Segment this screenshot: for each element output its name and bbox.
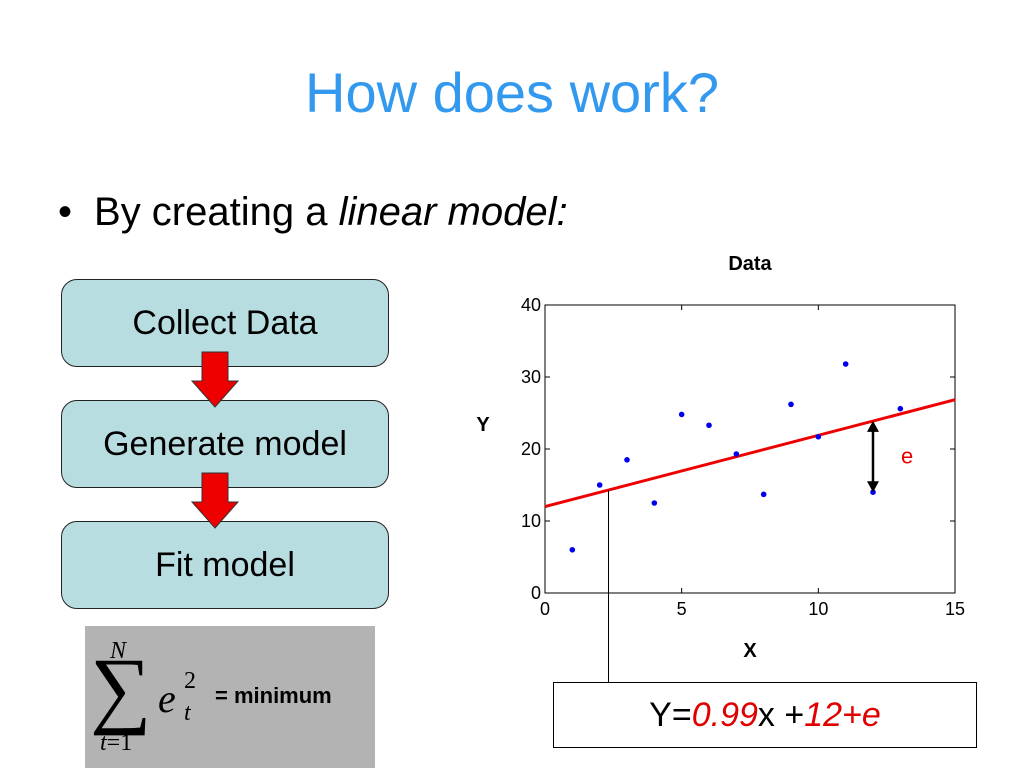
y-tick-label: 20 [521,439,541,459]
residual-arrow-head-down [867,481,879,493]
slide-title: How does work? [305,61,719,124]
chart-title: Data [728,253,772,275]
formula-lower-var: t [100,730,107,756]
y-axis-label: Y [476,414,490,436]
equation-intercept: 12 [804,695,843,734]
x-tick-label: 10 [808,599,828,619]
equation-error: e [861,695,881,734]
scatter-chart: Data X Y 0 5 10 15 0 10 20 30 40 e [476,253,965,662]
sigma-symbol: ∑ [90,640,152,736]
bullet-text: By creating a [94,190,339,234]
equation-x-part: x + [757,695,805,734]
residual-arrow-head-up [867,420,879,432]
data-point [870,489,876,495]
x-tick-label: 0 [540,599,550,619]
data-point [733,451,740,457]
residual-label: e [901,444,913,469]
equation-prefix: Y= [649,695,692,734]
y-tick-label: 30 [521,367,541,387]
x-tick-label: 5 [677,599,687,619]
bullet-dot: • [58,190,73,234]
data-point [897,405,904,412]
data-point [624,457,630,463]
bullet-point: • By creating a linear model: [58,190,568,235]
bullet-italic-text: linear model: [338,190,568,234]
data-point [678,411,685,418]
data-point [760,491,767,498]
flow-step-fit-model: Fit model [61,521,389,609]
equation-plus: + [842,695,862,734]
formula-upper-limit: N [110,638,127,664]
data-point [842,361,849,367]
y-tick-label: 0 [531,583,541,603]
formula-panel [85,626,375,768]
down-arrow-icon [190,472,240,529]
down-arrow-icon [190,351,240,408]
data-point [651,500,658,506]
data-point [706,422,712,429]
data-point [815,433,822,440]
x-tick-label: 15 [945,599,965,619]
data-point [596,482,603,488]
formula-lower-limit: t=1 [100,730,132,757]
formula-lower-rest: =1 [106,730,133,756]
formula-subscript: t [184,700,191,726]
connector-line [608,490,609,682]
equation-box: Y= 0.99 x + 12 + e [553,682,977,748]
formula-term: e [158,676,176,721]
formula-result: = minimum [215,683,332,708]
data-point [569,547,576,553]
plot-frame [544,304,956,594]
y-tick-label: 10 [521,511,541,531]
y-tick-label: 40 [521,295,541,315]
formula-power: 2 [184,668,196,694]
data-point [788,401,794,408]
equation-slope: 0.99 [691,695,758,734]
x-axis-label: X [743,640,757,662]
fit-line [544,398,956,509]
